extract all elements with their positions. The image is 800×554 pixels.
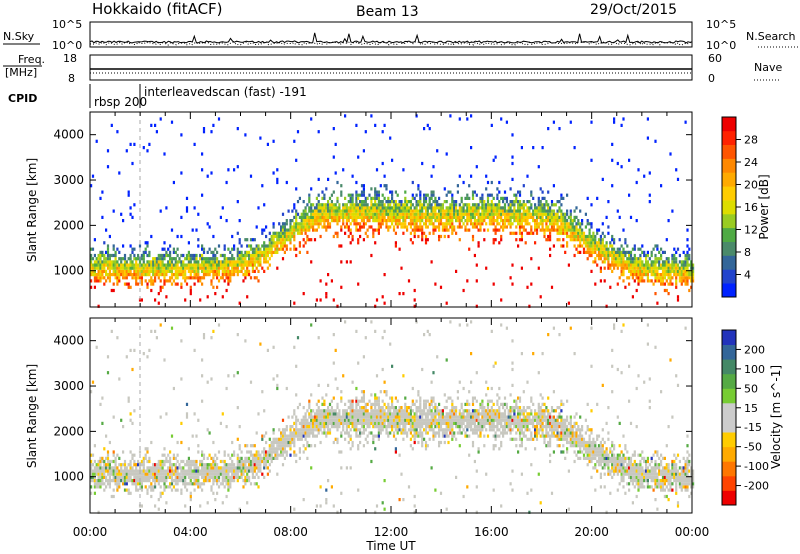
x-axis-label: Time UT (365, 539, 416, 553)
freq-label: Freq. (18, 53, 45, 66)
freq-strip: Freq. [MHz] 18 8 60 0 Nave (3, 52, 782, 85)
y-tick-label: 4000 (53, 128, 84, 142)
noise-sky-line (89, 32, 693, 44)
x-tick-label: 16:00 (474, 525, 509, 539)
nsky-label: N.Sky (3, 30, 35, 43)
noise-tick-top-right: 10^5 (706, 18, 736, 31)
colorbar-tick-label: 200 (744, 343, 765, 356)
y-tick-label: 3000 (53, 379, 84, 393)
noise-tick-bottom-left: 10^0 (52, 39, 82, 52)
noise-search-line (89, 41, 693, 46)
x-tick-label: 00:00 (675, 525, 710, 539)
cpid-label: CPID (8, 92, 37, 105)
power-x-ticks (89, 112, 693, 307)
nave-tick-bottom: 0 (708, 72, 715, 85)
x-tick-label: 04:00 (173, 525, 208, 539)
cpid-mode-1: rbsp 200 (94, 95, 147, 109)
x-tick-label: 08:00 (273, 525, 308, 539)
freq-tick-bottom: 8 (68, 72, 75, 85)
colorbar-tick-label: 100 (744, 363, 765, 376)
colorbar-tick-label: 8 (744, 246, 751, 259)
velocity-colorbar: 200 100 50 15 -15 -50 -100 -200 Velocity [m s^-… (721, 329, 783, 506)
noise-tick-top-left: 10^5 (52, 18, 82, 31)
velocity-y-label: Slant Range [km] (25, 364, 39, 468)
colorbar-tick-label: -200 (744, 480, 769, 493)
beam-title: Beam 13 (356, 4, 419, 20)
colorbar-tick-label: 16 (744, 201, 758, 214)
velocity-y-ticks: 1000 2000 3000 4000 (53, 334, 692, 484)
velocity-echo-cells (90, 320, 695, 514)
x-tick-labels: 00:00 04:00 08:00 12:00 16:00 20:00 00:00 (73, 525, 710, 539)
power-colorbar-label: Power [dB] (757, 174, 771, 239)
y-tick-label: 2000 (53, 218, 84, 232)
cpid-strip: CPID interleavedscan (fast) -191 rbsp 20… (8, 84, 307, 109)
velocity-panel: 1000 2000 3000 4000 Slant Range [km] (25, 317, 695, 514)
y-tick-label: 4000 (53, 334, 84, 348)
colorbar-tick-label: 12 (744, 224, 758, 237)
station-title: Hokkaido (fitACF) (92, 0, 223, 18)
power-colorbar: 28 24 20 16 12 8 4 Power [dB] (721, 116, 771, 298)
power-y-ticks: 1000 2000 3000 4000 (53, 128, 692, 278)
nave-tick-top: 60 (708, 52, 722, 65)
power-panel: 1000 2000 3000 4000 Slant Range [km] (25, 111, 695, 308)
colorbar-tick-label: -100 (744, 460, 769, 473)
power-y-label: Slant Range [km] (25, 158, 39, 262)
nave-label: Nave (754, 61, 782, 74)
colorbar-tick-label: -15 (744, 421, 762, 434)
freq-unit: [MHz] (5, 66, 37, 79)
freq-tick-top: 18 (63, 52, 77, 65)
nsearch-label: N.Search (746, 30, 796, 43)
colorbar-tick-label: 28 (744, 134, 758, 147)
colorbar-tick-label: 4 (744, 269, 751, 282)
x-tick-label: 20:00 (574, 525, 609, 539)
y-tick-label: 1000 (53, 264, 84, 278)
colorbar-tick-label: 50 (744, 382, 758, 395)
velocity-x-ticks (89, 318, 693, 513)
x-tick-label: 12:00 (374, 525, 409, 539)
y-tick-label: 2000 (53, 424, 84, 438)
power-echo-cells (90, 114, 695, 308)
noise-strip: N.Sky 10^5 10^0 10^5 10^0 N.Search (3, 18, 800, 52)
noise-tick-bottom-right: 10^0 (706, 39, 736, 52)
colorbar-tick-label: -50 (744, 441, 762, 454)
y-tick-label: 1000 (53, 470, 84, 484)
y-tick-label: 3000 (53, 173, 84, 187)
velocity-colorbar-label: Velocity [m s^-1] (769, 365, 783, 469)
x-tick-label: 00:00 (73, 525, 108, 539)
colorbar-tick-label: 20 (744, 179, 758, 192)
colorbar-tick-label: 15 (744, 402, 758, 415)
colorbar-tick-label: 24 (744, 156, 758, 169)
date-title: 29/Oct/2015 (590, 2, 677, 18)
cpid-mode-2: interleavedscan (fast) -191 (144, 85, 307, 99)
